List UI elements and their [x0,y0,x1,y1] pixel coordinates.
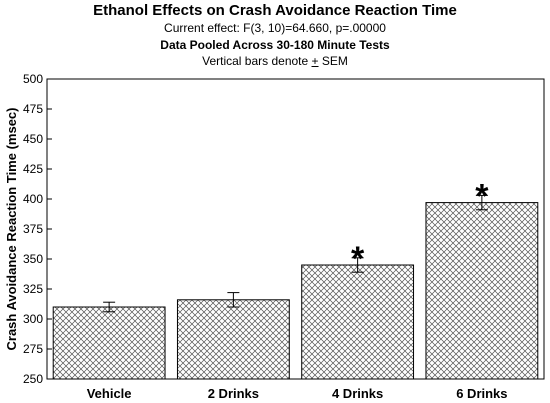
sem-note-prefix: Vertical bars denote [202,54,312,68]
significance-markers: ** [351,177,489,277]
sem-note-suffix: SEM [318,54,348,68]
y-tick-label: 375 [23,222,43,236]
y-tick-label: 400 [23,192,43,206]
y-tick-label: 250 [23,372,43,386]
chart-subtitle-pooled: Data Pooled Across 30-180 Minute Tests [160,38,390,52]
bars [52,202,539,380]
sem-note-plusminus: + [311,54,319,68]
x-tick-label: 2 Drinks [208,386,259,401]
chart-subtitle-sem: Vertical bars denote + SEM [0,54,550,68]
error-bars [103,194,488,313]
y-tick-label: 450 [23,132,43,146]
bar [425,202,539,380]
bar [176,299,290,380]
x-tick-label: Vehicle [87,386,132,401]
y-axis-label: Crash Avoidance Reaction Time (msec) [4,108,19,351]
significance-star: * [351,240,365,278]
significance-star: * [475,177,489,215]
bar [301,264,415,380]
x-tick-label: 6 Drinks [456,386,507,401]
y-axis: 250 275 300 325 350 375 400 425 450 475 500 [23,72,52,386]
chart-subtitle-effect: Current effect: F(3, 10)=64.660, p=.0000… [164,21,386,35]
y-tick-label: 300 [23,312,43,326]
y-tick-label: 275 [23,342,43,356]
y-tick-label: 475 [23,102,43,116]
x-tick-label: 4 Drinks [332,386,383,401]
y-tick-label: 500 [23,72,43,86]
x-axis: Vehicle 2 Drinks 4 Drinks 6 Drinks [87,386,508,401]
y-tick-label: 325 [23,282,43,296]
bar [52,306,166,380]
chart-title: Ethanol Effects on Crash Avoidance React… [93,2,457,19]
y-tick-label: 425 [23,162,43,176]
y-tick-label: 350 [23,252,43,266]
